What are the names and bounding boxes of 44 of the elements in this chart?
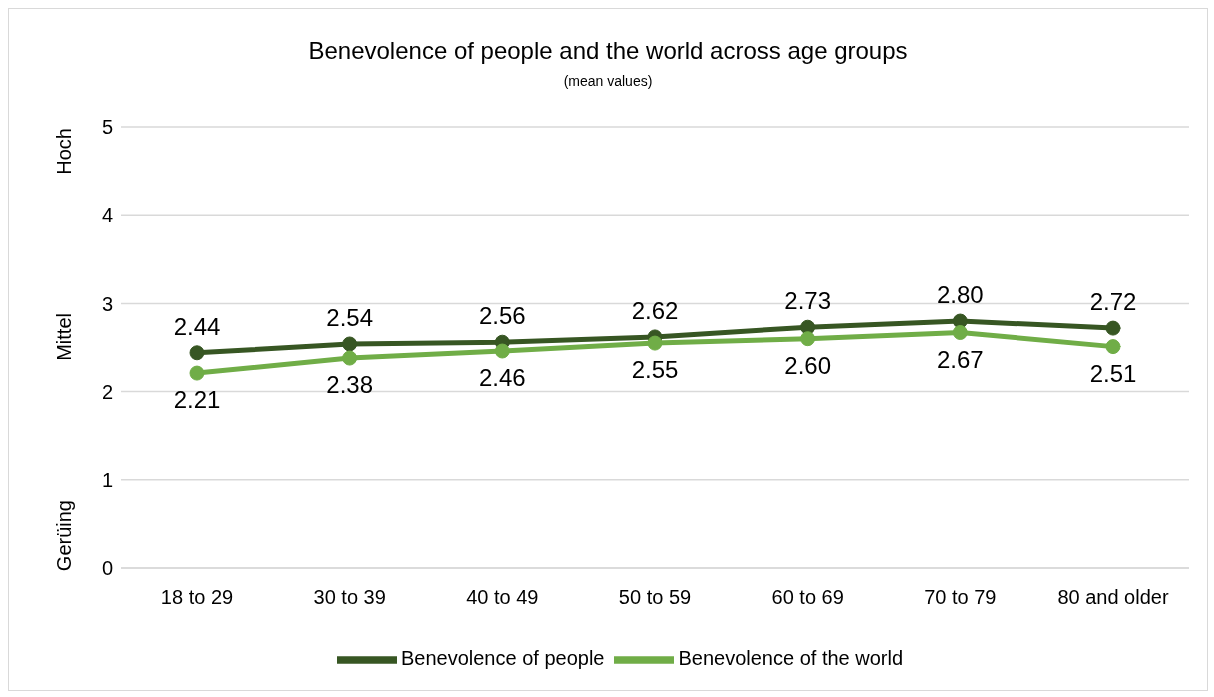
data-label: 2.67 — [936, 345, 984, 373]
y-tick-label: 0 — [101, 557, 113, 580]
data-label: 2.60 — [784, 351, 832, 379]
y-tick-label: 2 — [101, 380, 113, 403]
point — [647, 335, 663, 351]
chart-subtitle: (mean values) — [562, 73, 654, 89]
chart-title: Benevolence of people and the world across age groups — [307, 37, 909, 65]
point — [1105, 339, 1121, 355]
y-tick-label: 1 — [101, 468, 113, 491]
data-label: 2.46 — [478, 364, 526, 392]
data-label: 2.72 — [1089, 288, 1137, 316]
x-tick-label: 70 to 79 — [924, 586, 997, 609]
data-label: 2.38 — [326, 371, 374, 399]
point — [800, 331, 816, 347]
x-tick-label: 40 to 49 — [466, 586, 539, 609]
axis-level-label: Gerüing — [52, 499, 76, 571]
data-label: 2.56 — [478, 302, 526, 330]
point — [952, 325, 968, 341]
x-tick-label: 30 to 39 — [313, 586, 386, 609]
point — [189, 365, 205, 381]
point — [494, 343, 510, 359]
data-label: 2.21 — [173, 386, 221, 414]
data-label: 2.80 — [936, 281, 984, 309]
data-label: 2.62 — [631, 296, 679, 324]
data-label: 2.55 — [631, 356, 679, 384]
axis-level-label: Mittel — [52, 313, 76, 362]
x-tick-label: 80 and older — [1057, 586, 1169, 609]
data-label: 2.54 — [326, 303, 374, 331]
point — [1105, 320, 1121, 336]
data-label: 2.51 — [1089, 359, 1137, 387]
point — [189, 345, 205, 361]
x-tick-label: 50 to 59 — [618, 586, 692, 609]
y-tick-label: 5 — [101, 116, 113, 139]
point — [342, 350, 358, 366]
legend-label: Benevolence of people — [400, 647, 605, 670]
point — [342, 336, 358, 352]
x-tick-label: 18 to 29 — [160, 586, 234, 609]
axis-level-label: Hoch — [52, 128, 76, 175]
x-tick-label: 60 to 69 — [771, 586, 844, 609]
y-tick-label: 4 — [101, 204, 113, 227]
legend-label: Benevolence of the world — [678, 647, 904, 670]
data-label: 2.73 — [784, 287, 832, 315]
y-tick-label: 3 — [101, 292, 113, 315]
data-label: 2.44 — [173, 312, 221, 340]
